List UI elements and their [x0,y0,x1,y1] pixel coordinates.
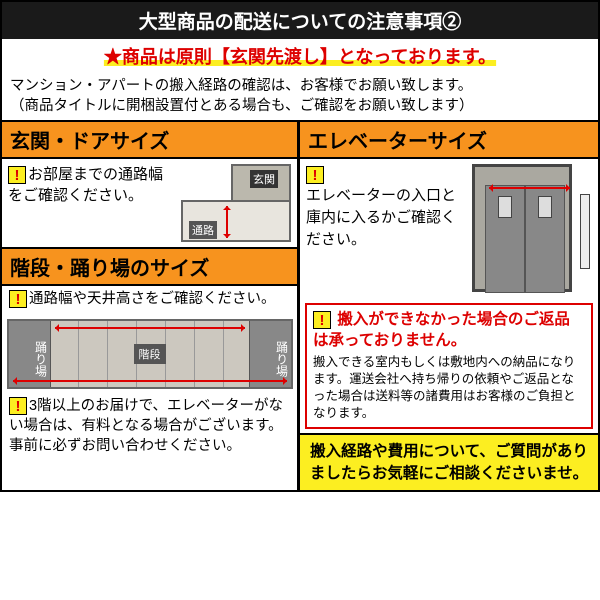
right-column: エレベーターサイズ !エレベーターの入口と庫内に入るかご確認ください。 [300,122,598,491]
intro-text: マンション・アパートの搬入経路の確認は、お客様でお願い致します。 （商品タイトル… [2,73,598,120]
elevator-title: エレベーターサイズ [300,122,598,159]
entrance-body: !お部屋までの通路幅をご確認ください。 玄関 通路 [2,159,297,247]
stairs-text-2: !3階以上のお届けで、エレベーターがない場合は、有料となる場合がございます。 事… [2,393,297,463]
header-bar: 大型商品の配送についての注意事項② [2,2,598,39]
warning-icon: ! [9,290,27,308]
columns: 玄関・ドアサイズ !お部屋までの通路幅をご確認ください。 玄関 通路 階段・踊り… [2,120,598,491]
notice-title: ! 搬入ができなかった場合のご返品は承っておりません。 [313,310,585,352]
entrance-title: 玄関・ドアサイズ [2,122,297,159]
door-right [525,185,565,293]
warning-icon: ! [313,311,331,329]
warning-icon: ! [9,397,27,415]
elevator-body: !エレベーターの入口と庫内に入るかご確認ください。 [300,159,598,299]
door-window [498,196,512,218]
door-left [485,185,525,293]
warning-icon: ! [306,166,324,184]
stair-width-arrow-bottom [13,380,287,382]
width-arrow [226,206,228,238]
door-window [538,196,552,218]
stair-width-arrow-top [55,327,245,329]
path-label: 通路 [189,221,217,239]
elevator-doors [485,185,565,293]
elevator-panel [580,194,590,269]
shipping-notice-card: 大型商品の配送についての注意事項② ★商品は原則【玄関先渡し】となっております。… [0,0,600,492]
return-notice-box: ! 搬入ができなかった場合のご返品は承っておりません。 搬入できる室内もしくは敷… [305,303,593,429]
entrance-text: !お部屋までの通路幅をご確認ください。 [8,164,177,242]
elevator-diagram [472,164,592,294]
warning-icon: ! [8,166,26,184]
subheader-text: ★商品は原則【玄関先渡し】となっております。 [104,47,496,67]
stairs-title: 階段・踊り場のサイズ [2,247,297,286]
left-column: 玄関・ドアサイズ !お部屋までの通路幅をご確認ください。 玄関 通路 階段・踊り… [2,122,300,491]
door-label: 玄関 [250,170,278,188]
intro-line-2: （商品タイトルに開梱設置付とある場合も、ご確認をお願い致します） [10,96,590,116]
stairs-label: 階段 [134,344,166,364]
notice-body: 搬入できる室内もしくは敷地内への納品になります。運送会社へ持ち帰りの依頼やご返品… [313,354,585,422]
elevator-text: !エレベーターの入口と庫内に入るかご確認ください。 [306,164,468,294]
intro-line-1: マンション・アパートの搬入経路の確認は、お客様でお願い致します。 [10,76,590,96]
elevator-width-arrow [489,187,570,189]
subheader: ★商品は原則【玄関先渡し】となっております。 [2,39,598,73]
stairs-diagram: 踊り場 踊り場 階段 [7,319,293,389]
contact-footer: 搬入経路や費用について、ご質問がありましたらお気軽にご相談くださいませ。 [300,433,598,490]
stairs-text-1: !通路幅や天井高さをご確認ください。 [2,286,297,315]
entrance-diagram: 玄関 通路 [181,164,291,242]
